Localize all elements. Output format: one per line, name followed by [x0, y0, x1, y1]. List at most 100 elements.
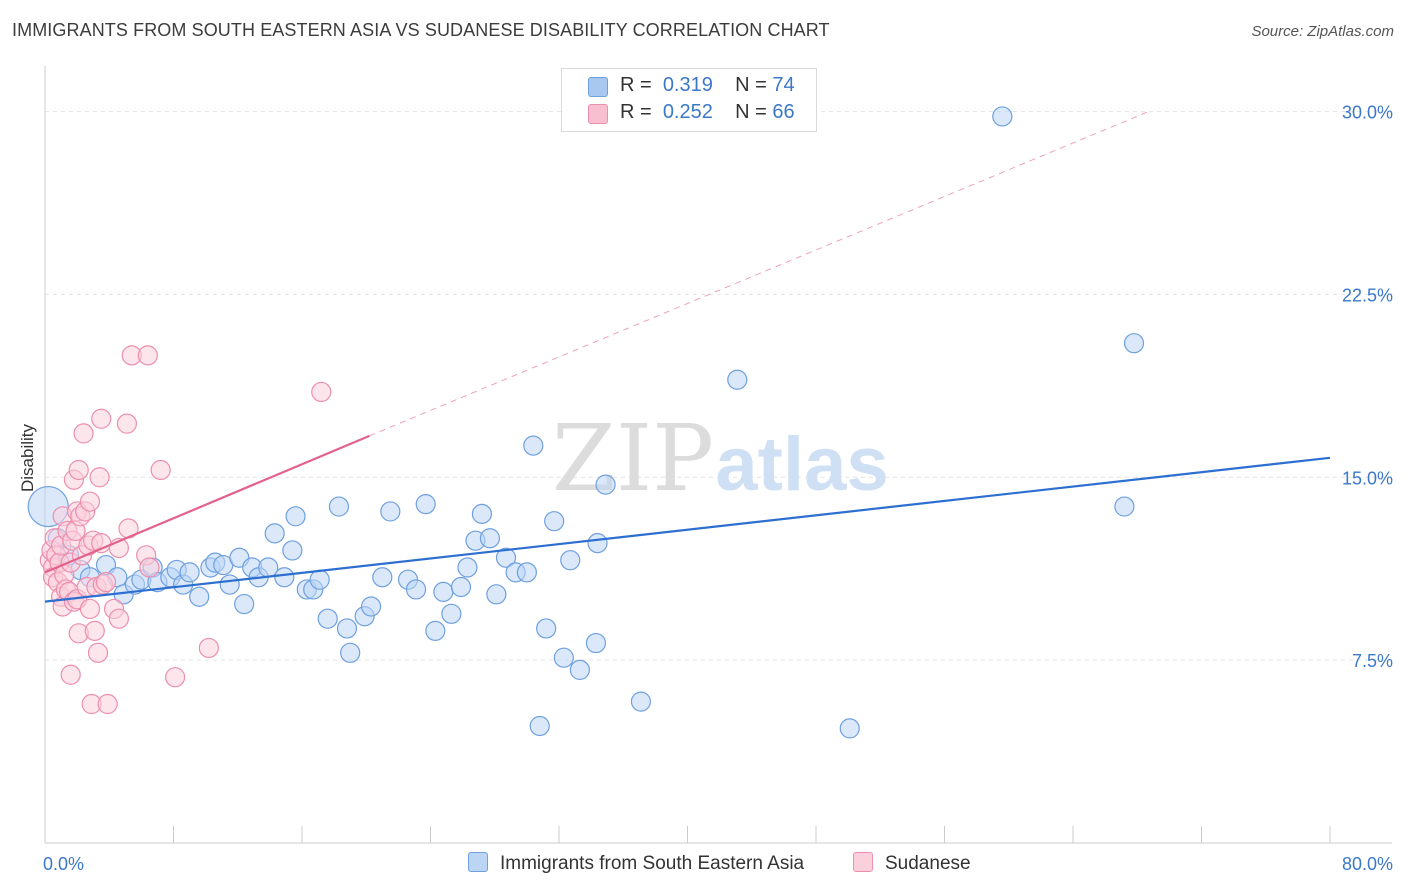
- point-asia: [360, 596, 382, 617]
- bottom-legend-swatch-sudanese: [853, 852, 873, 872]
- axes: [44, 66, 1392, 844]
- chart-title: IMMIGRANTS FROM SOUTH EASTERN ASIA VS SU…: [12, 20, 830, 40]
- point-asia: [317, 608, 338, 629]
- point-asia: [264, 523, 285, 544]
- trend-extension-sudanese: [369, 111, 1149, 437]
- point-asia: [569, 659, 590, 680]
- bottom-legend-label-asia: Immigrants from South Eastern Asia: [500, 853, 805, 874]
- point-sudanese: [150, 459, 171, 481]
- point-asia: [486, 584, 507, 605]
- point-sudanese: [84, 620, 105, 641]
- point-sudanese: [311, 381, 332, 403]
- point-sudanese: [165, 667, 186, 688]
- point-sudanese: [68, 459, 89, 481]
- x-tick-label: 0.0%: [43, 854, 84, 874]
- bottom-legend-label-sudanese: Sudanese: [885, 853, 971, 874]
- point-sudanese: [60, 664, 81, 685]
- point-asia: [495, 547, 517, 568]
- point-asia: [839, 718, 860, 739]
- point-asia: [587, 533, 608, 554]
- legend-r-label: R =: [620, 74, 652, 96]
- point-asia: [544, 511, 565, 532]
- y-tick-label: 30.0%: [1342, 103, 1393, 123]
- point-asia: [536, 618, 557, 639]
- point-sudanese: [87, 642, 109, 663]
- point-asia: [595, 474, 616, 495]
- data-points: [27, 106, 1145, 739]
- point-asia: [336, 618, 358, 639]
- point-sudanese: [139, 557, 160, 578]
- point-asia: [457, 557, 478, 578]
- point-asia: [433, 581, 454, 602]
- x-tick-label: 80.0%: [1342, 854, 1393, 874]
- point-asia: [479, 528, 501, 549]
- point-asia: [340, 642, 361, 663]
- point-asia: [450, 576, 472, 598]
- watermark-zip: ZIP: [552, 405, 714, 512]
- point-asia: [1123, 333, 1145, 354]
- point-asia: [992, 106, 1013, 127]
- point-asia: [309, 569, 330, 590]
- legend-n-value-sudanese: 66: [772, 101, 795, 123]
- point-sudanese: [79, 491, 101, 512]
- point-asia: [372, 567, 393, 588]
- legend-n-value-asia: 74: [772, 74, 795, 96]
- y-axis-label: Disability: [18, 423, 37, 492]
- point-asia: [380, 501, 401, 522]
- point-sudanese: [108, 608, 129, 629]
- point-asia: [471, 503, 492, 524]
- correlation-legend: R = 0.319 N = 74 R = 0.252 N = 66: [561, 68, 817, 132]
- point-sudanese: [116, 413, 138, 434]
- y-tick-label: 22.5%: [1342, 285, 1393, 305]
- legend-n-label: N =: [735, 74, 767, 96]
- legend-r-label: R =: [620, 101, 652, 123]
- y-tick-label: 15.0%: [1342, 468, 1393, 488]
- point-asia: [516, 562, 537, 583]
- point-asia: [234, 593, 255, 615]
- point-asia: [727, 369, 748, 390]
- point-sudanese: [198, 637, 219, 659]
- point-asia: [425, 620, 446, 641]
- chart-source: Source: ZipAtlas.com: [1251, 23, 1394, 40]
- point-sudanese: [91, 408, 112, 429]
- bottom-legend-swatch-asia: [468, 852, 488, 872]
- point-sudanese: [79, 598, 101, 620]
- bottom-legend-sudanese: Sudanese: [853, 852, 971, 875]
- point-asia: [441, 603, 462, 624]
- trend-line-asia: [44, 456, 1331, 603]
- point-asia: [560, 550, 581, 571]
- point-asia: [585, 632, 607, 654]
- point-asia: [179, 562, 200, 583]
- point-asia: [328, 496, 350, 517]
- point-asia: [1114, 496, 1135, 517]
- trend-line-sudanese: [44, 434, 370, 574]
- point-asia: [219, 574, 240, 595]
- point-asia: [282, 540, 303, 561]
- legend-swatch-asia: [588, 77, 608, 97]
- point-asia: [523, 435, 544, 456]
- tick-labels: 7.5% 15.0% 22.5% 30.0% 0.0% 80.0%: [43, 103, 1393, 874]
- point-sudanese: [73, 423, 94, 444]
- point-asia: [285, 506, 306, 527]
- point-asia: [274, 567, 295, 588]
- point-asia: [553, 647, 574, 668]
- point-sudanese: [95, 572, 117, 593]
- legend-r-value-asia: 0.319: [662, 74, 713, 96]
- point-asia: [529, 715, 550, 737]
- legend-r-value-sudanese: 0.252: [662, 101, 713, 123]
- point-asia: [189, 586, 210, 607]
- point-sudanese: [137, 345, 158, 366]
- legend-swatch-sudanese: [588, 104, 608, 124]
- grid-lines: [45, 111, 1392, 661]
- trend-lines: [44, 111, 1331, 603]
- point-asia: [630, 691, 652, 712]
- legend-n-label: N =: [735, 101, 767, 123]
- point-asia: [415, 494, 436, 515]
- point-asia: [405, 579, 427, 600]
- watermark-atlas: atlas: [715, 422, 888, 507]
- bottom-legend-asia: Immigrants from South Eastern Asia: [468, 852, 804, 875]
- point-sudanese: [97, 693, 118, 715]
- point-sudanese: [89, 467, 110, 488]
- y-tick-label: 7.5%: [1352, 651, 1393, 671]
